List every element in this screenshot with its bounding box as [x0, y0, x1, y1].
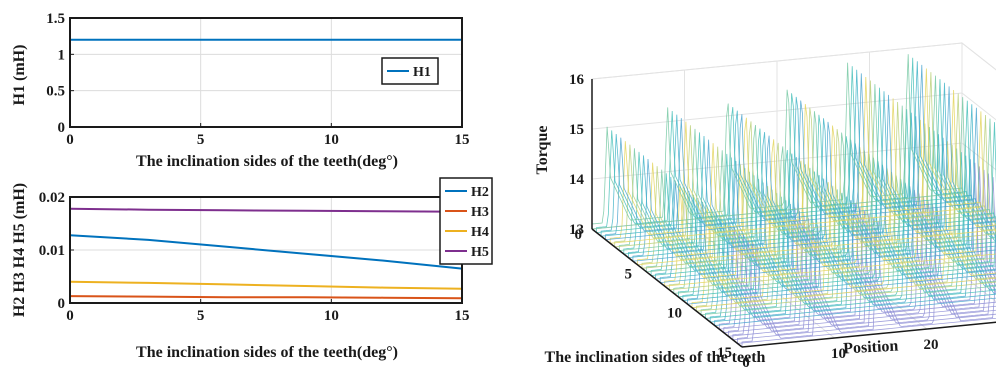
surface-mesh-line	[714, 159, 996, 326]
harm-legend-label-h4: H4	[471, 225, 489, 240]
h1-ytick-3: 1.5	[46, 11, 65, 27]
harm-legend	[439, 177, 493, 265]
h1-xtick-2: 10	[324, 132, 339, 148]
h1-ylabel: H1 (mH)	[11, 45, 28, 106]
torque-surface-plot: 01020304005101513141516	[569, 41, 996, 367]
h1-xtick-3: 15	[455, 132, 470, 148]
surface-xlabel: Position	[843, 338, 899, 358]
surface-xtick-2: 20	[924, 337, 939, 353]
harm-ytick-2: 0.02	[39, 190, 65, 206]
surface-ztick-0: 13	[569, 222, 584, 238]
h1-ytick-0: 0	[58, 120, 66, 136]
h1-ytick-1: 0.5	[46, 84, 65, 100]
surface-mesh-line	[609, 68, 981, 244]
surface-ytick-3: 15	[717, 345, 732, 361]
surface-mesh-line	[709, 155, 996, 323]
y-axis-line	[591, 228, 743, 348]
harm-legend-label-h2: H2	[471, 185, 489, 200]
harm-legend-label-h5: H5	[471, 245, 489, 260]
harm-ytick-0: 0	[58, 296, 66, 312]
surface-mesh-line	[737, 177, 996, 344]
surface-mesh-line	[718, 162, 996, 330]
harm-series-h5	[69, 207, 463, 213]
h1-legend-label-h1: H1	[413, 65, 431, 80]
surface-ylabel: The inclination sides of the teeth	[545, 349, 766, 366]
harmonics-ylabel: H2 H3 H4 H5 (mH)	[11, 183, 28, 317]
surface-mesh-line	[596, 57, 967, 234]
harm-xtick-1: 5	[197, 308, 205, 324]
surface-mesh-line	[696, 144, 996, 312]
h1-xlabel: The inclination sides of the teeth(deg°)	[136, 153, 398, 170]
surface-xtick-1: 10	[831, 346, 846, 362]
h1-plot: 0 5 10 15 0 0.5 1 1.5 H1	[46, 11, 469, 148]
surface-mesh-line	[691, 141, 996, 309]
harmonics-plot: 0 5 10 15 0 0.01 0.02 H2 H3 H4 H5	[39, 177, 493, 324]
harm-ytick-1: 0.01	[39, 243, 65, 259]
surface-mesh-line	[700, 148, 996, 316]
surface-mesh-line	[605, 64, 976, 241]
h1-xtick-0: 0	[66, 132, 74, 148]
surface-mesh-line	[705, 152, 996, 319]
h1-xtick-1: 5	[197, 132, 205, 148]
surface-mesh-line	[728, 169, 996, 337]
surface-ztick-1: 14	[569, 172, 585, 188]
harm-xtick-2: 10	[324, 308, 339, 324]
h1-ytick-2: 1	[58, 47, 66, 63]
harm-series-h2	[69, 234, 463, 270]
surface-xtick-0: 0	[742, 355, 750, 367]
surface-ytick-0: 0	[575, 227, 583, 243]
surface-ztick-2: 15	[569, 122, 584, 138]
surface-mesh-line	[591, 54, 963, 230]
harmonics-xlabel: The inclination sides of the teeth(deg°)	[136, 344, 398, 361]
surface-ytick-2: 10	[667, 306, 682, 322]
surface-mesh-line	[741, 207, 996, 348]
x-axis-line	[741, 321, 996, 348]
surface-mesh-line	[732, 173, 996, 341]
harm-xtick-0: 0	[66, 308, 74, 324]
h1-axes-frame	[69, 17, 463, 128]
surface-ytick-1: 5	[625, 266, 633, 282]
surface-mesh-line	[600, 61, 972, 237]
harm-series-h3	[69, 295, 463, 300]
harm-xtick-3: 15	[455, 308, 470, 324]
surface-zlabel: Torque	[534, 126, 551, 175]
harm-series-h4	[69, 280, 463, 290]
harm-legend-label-h3: H3	[471, 205, 489, 220]
surface-ztick-3: 16	[569, 72, 585, 88]
surface-mesh-line	[723, 166, 996, 334]
surface-mesh-line	[687, 137, 996, 305]
